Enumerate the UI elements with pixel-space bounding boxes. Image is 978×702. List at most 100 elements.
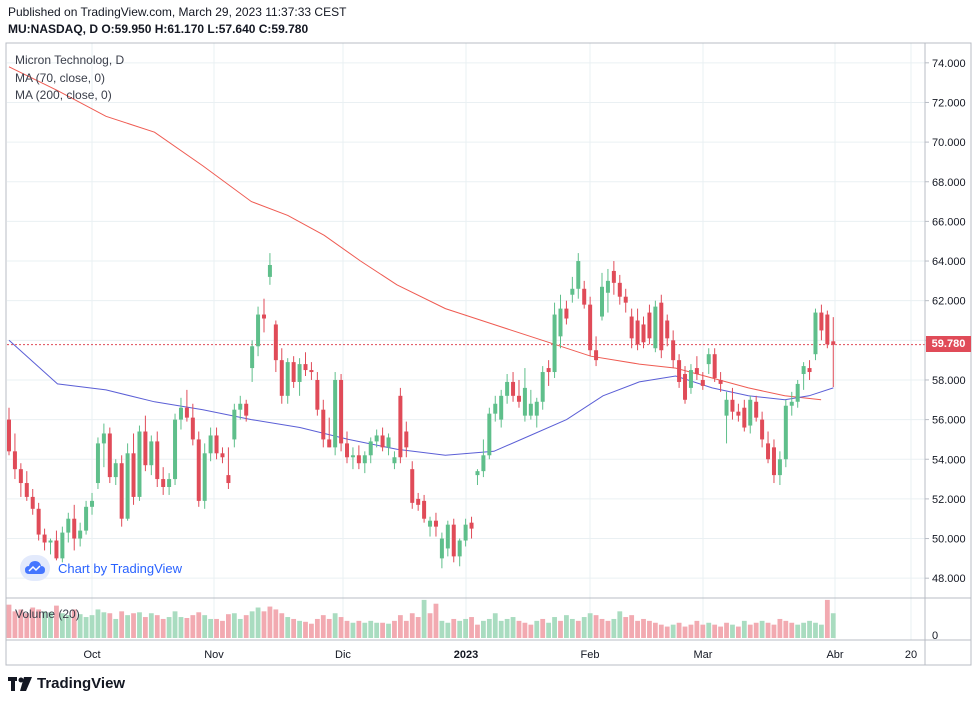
candle-body <box>30 496 35 509</box>
volume-bar <box>801 622 807 638</box>
ma70-line <box>8 339 834 456</box>
candle-body <box>564 308 569 319</box>
volume-bar <box>36 609 42 638</box>
volume-bar <box>18 609 24 638</box>
volume-bar <box>730 624 735 638</box>
time-tick-label: Feb <box>581 649 600 661</box>
candle-body <box>748 399 753 426</box>
volume-bar <box>712 624 718 638</box>
candle-body <box>137 431 142 497</box>
candle-body <box>7 419 11 452</box>
price-tick-label: 66.000 <box>932 216 966 228</box>
candle-body <box>72 518 77 539</box>
candle-body <box>380 435 385 448</box>
volume-bar <box>148 613 154 638</box>
candle-body <box>84 506 89 531</box>
volume-bar <box>220 620 225 638</box>
candle-body <box>611 270 616 283</box>
candle-body <box>345 443 350 458</box>
volume-bar <box>231 613 237 638</box>
volume-bar <box>314 618 320 638</box>
candle-body <box>428 520 433 527</box>
candle-body <box>475 471 480 476</box>
volume-bar <box>279 613 285 638</box>
volume-bar <box>326 618 332 638</box>
candle-body <box>143 431 148 466</box>
candle-body <box>771 447 776 476</box>
candle-body <box>256 314 261 347</box>
candle-body <box>552 314 557 373</box>
price-tick-label: 58.000 <box>932 375 966 387</box>
candle-body <box>297 364 302 382</box>
chart-frame <box>5 42 972 666</box>
volume-bar <box>6 604 12 638</box>
candle-body <box>783 405 788 460</box>
volume-bar <box>427 613 433 638</box>
candle-body <box>261 314 266 319</box>
candle-body <box>362 455 367 464</box>
volume-bar <box>243 615 249 638</box>
candle-body <box>665 320 670 339</box>
candle-body <box>594 350 599 361</box>
candle-body <box>410 469 415 503</box>
volume-bar <box>534 620 540 638</box>
candle-body <box>101 433 106 444</box>
candle-body <box>78 530 83 539</box>
volume-bar <box>647 620 652 638</box>
candle-body <box>285 362 290 396</box>
price-tick-label: 64.000 <box>932 256 966 268</box>
volume-bar <box>528 624 534 638</box>
candle-body <box>250 346 255 369</box>
volume-bar <box>261 611 267 638</box>
chart-attribution[interactable]: Chart by TradingView <box>20 555 182 581</box>
volume-bar <box>196 612 202 638</box>
candle-body <box>178 407 183 420</box>
volume-bar <box>445 622 451 638</box>
published-line: Published on TradingView.com, March 29, … <box>8 5 347 19</box>
time-tick-label: Dic <box>335 649 351 661</box>
volume-bar <box>255 607 261 638</box>
candle-body <box>416 498 421 505</box>
tradingview-logo-icon <box>8 676 32 691</box>
volume-bar <box>629 615 635 638</box>
candle-body <box>36 508 41 535</box>
candle-body <box>232 409 237 440</box>
candle-body <box>279 360 284 396</box>
candle-body <box>706 354 711 365</box>
volume-bar <box>813 622 818 638</box>
candle-body <box>244 403 249 416</box>
volume-bar <box>386 623 391 638</box>
volume-bar <box>374 622 380 638</box>
candle-body <box>90 500 95 507</box>
candle-body <box>801 366 806 375</box>
candle-body <box>333 379 338 448</box>
volume-bar <box>753 622 759 638</box>
candle-body <box>540 372 545 402</box>
volume-bar <box>24 613 30 638</box>
volume-bar <box>332 613 338 638</box>
candle-body <box>511 381 516 396</box>
volume-bar <box>676 622 682 638</box>
candle-body <box>694 368 699 375</box>
candle-body <box>570 288 575 295</box>
candle-body <box>795 383 800 402</box>
candle-body <box>374 435 379 442</box>
candle-body <box>422 500 427 519</box>
volume-bar <box>670 624 676 638</box>
candle-body <box>605 280 610 293</box>
volume-bar <box>421 599 427 638</box>
volume-bar <box>492 613 498 638</box>
time-tick-label: Mar <box>694 649 713 661</box>
volume-bar <box>297 620 302 638</box>
candle-body <box>149 441 154 466</box>
volume-bar <box>783 620 789 638</box>
candle-body <box>712 354 717 378</box>
candle-body <box>831 341 836 345</box>
candle-body <box>671 340 676 361</box>
candle-body <box>173 419 178 480</box>
volume-bar <box>469 617 474 638</box>
footer-logo[interactable]: TradingView <box>8 675 125 692</box>
candle-body <box>635 320 640 345</box>
candle-body <box>404 431 409 448</box>
